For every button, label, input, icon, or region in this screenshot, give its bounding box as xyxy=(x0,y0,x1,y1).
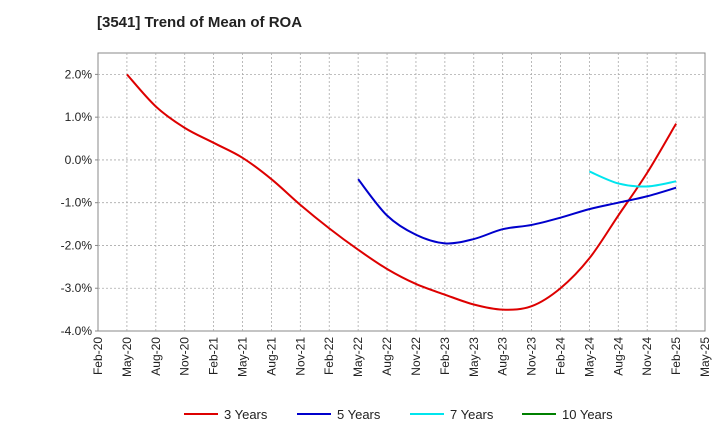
series-line-5-years xyxy=(357,178,677,245)
x-tick-label: Aug-20 xyxy=(149,337,163,376)
x-tick-label: Feb-23 xyxy=(438,337,452,375)
chart-title: [3541] Trend of Mean of ROA xyxy=(97,14,303,31)
x-tick-label: Aug-23 xyxy=(496,337,510,376)
y-tick-label: -3.0% xyxy=(61,281,93,295)
series-line-3-years xyxy=(126,73,677,311)
legend-label-5-years: 5 Years xyxy=(337,407,381,422)
y-tick-label: 2.0% xyxy=(65,67,93,81)
x-tick-label: May-21 xyxy=(236,337,250,377)
x-tick-label: Feb-21 xyxy=(207,337,221,375)
y-tick-label: 0.0% xyxy=(65,153,93,167)
x-tick-label: May-20 xyxy=(120,337,134,377)
legend-label-7-years: 7 Years xyxy=(450,407,494,422)
x-tick-label: May-25 xyxy=(698,337,712,377)
x-tick-label: Nov-24 xyxy=(640,337,654,376)
plot-area xyxy=(97,52,706,332)
x-tick-label: Feb-22 xyxy=(322,337,336,375)
x-tick-label: Nov-23 xyxy=(525,337,539,376)
y-tick-label: -4.0% xyxy=(61,324,93,338)
x-tick-label: Feb-25 xyxy=(669,337,683,375)
x-tick-label: Nov-22 xyxy=(409,337,423,376)
x-tick-label: Nov-20 xyxy=(178,337,192,376)
x-tick-label: Feb-20 xyxy=(91,337,105,375)
y-tick-label: -2.0% xyxy=(61,238,93,252)
y-tick-label: -1.0% xyxy=(61,196,93,210)
x-tick-label: Aug-22 xyxy=(380,337,394,376)
x-tick-label: May-23 xyxy=(467,337,481,377)
y-tick-label: 1.0% xyxy=(65,110,93,124)
x-tick-label: Aug-24 xyxy=(611,337,625,376)
x-tick-label: Aug-21 xyxy=(264,337,278,376)
x-tick-label: May-22 xyxy=(351,337,365,377)
legend-label-10-years: 10 Years xyxy=(562,407,613,422)
x-tick-label: May-24 xyxy=(582,337,596,377)
x-tick-label: Nov-21 xyxy=(293,337,307,376)
series-line-7-years xyxy=(588,170,677,188)
x-tick-label: Feb-24 xyxy=(553,337,567,375)
legend-label-3-years: 3 Years xyxy=(224,407,268,422)
